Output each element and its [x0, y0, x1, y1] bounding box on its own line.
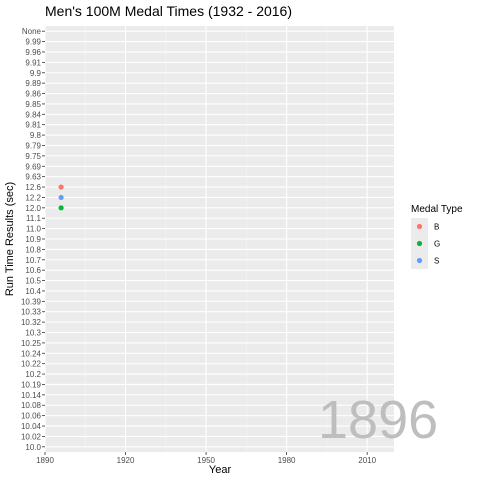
- y-tick-label: 9.69: [25, 162, 41, 171]
- y-tick-label: 9.9: [30, 69, 42, 78]
- y-tick-label: 10.4: [25, 287, 41, 296]
- legend-label: S: [434, 257, 439, 266]
- y-axis: 10.010.0210.0410.0610.0810.1410.1910.210…: [21, 27, 45, 452]
- y-tick-label: 10.7: [25, 256, 41, 265]
- x-tick-label: 1920: [117, 456, 135, 465]
- legend-title: Medal Type: [411, 204, 463, 215]
- y-tick-label: 10.06: [21, 412, 42, 421]
- data-point-g: [58, 205, 64, 211]
- y-tick-label: 9.91: [25, 58, 41, 67]
- legend: Medal Type BGS: [411, 204, 463, 269]
- y-tick-label: 9.8: [30, 131, 42, 140]
- y-tick-label: 10.19: [21, 380, 42, 389]
- x-axis-title: Year: [209, 464, 232, 476]
- y-tick-label: 10.2: [25, 370, 41, 379]
- y-tick-label: 11.0: [26, 225, 42, 234]
- y-tick-label: 10.32: [21, 318, 42, 327]
- chart-title: Men's 100M Medal Times (1932 - 2016): [45, 3, 292, 19]
- y-tick-label: 10.33: [21, 308, 42, 317]
- x-axis: 1890 1920 1950 1980 2010: [36, 452, 377, 465]
- frame-label-group: 1896: [318, 390, 438, 450]
- legend-label: B: [434, 223, 439, 232]
- legend-key-point: [416, 257, 423, 264]
- y-tick-label: 9.81: [25, 121, 41, 130]
- y-tick-label: 10.04: [21, 422, 42, 431]
- y-tick-label: 10.22: [21, 360, 42, 369]
- y-tick-label: 9.75: [25, 152, 41, 161]
- data-points: [58, 184, 64, 211]
- y-tick-label: 10.14: [21, 391, 42, 400]
- y-tick-label: 10.39: [21, 297, 42, 306]
- y-tick-label: 10.6: [25, 266, 41, 275]
- x-tick-label: 1890: [36, 456, 54, 465]
- y-tick-label: 10.0: [25, 443, 41, 452]
- legend-key-point: [416, 223, 423, 230]
- y-tick-label: 10.9: [25, 235, 41, 244]
- y-tick-label: None: [22, 27, 42, 36]
- y-tick-label: 10.25: [21, 339, 42, 348]
- y-tick-label: 10.02: [21, 432, 42, 441]
- y-tick-label: 9.86: [25, 90, 41, 99]
- data-point-b: [58, 184, 64, 190]
- y-tick-label: 9.96: [25, 48, 41, 57]
- y-tick-label: 12.6: [25, 183, 41, 192]
- y-tick-label: 9.85: [25, 100, 41, 109]
- data-point-s: [58, 194, 64, 201]
- x-tick-label: 2010: [358, 456, 376, 465]
- y-tick-label: 12.0: [25, 204, 41, 213]
- y-tick-label: 9.63: [25, 173, 41, 182]
- y-tick-label: 9.99: [25, 38, 41, 47]
- frame-year-label: 1896: [318, 390, 438, 450]
- x-tick-label: 1980: [278, 456, 296, 465]
- y-tick-label: 9.84: [25, 110, 41, 119]
- legend-label: G: [434, 240, 440, 249]
- y-tick-label: 12.2: [25, 193, 41, 202]
- y-tick-label: 10.5: [25, 277, 41, 286]
- y-tick-label: 9.89: [25, 79, 41, 88]
- y-tick-label: 10.3: [25, 329, 41, 338]
- y-axis-title: Run Time Results (sec): [4, 182, 16, 296]
- y-tick-label: 11.1: [26, 214, 42, 223]
- y-tick-label: 10.08: [21, 401, 42, 410]
- y-tick-label: 10.24: [21, 349, 42, 358]
- x-tick-label: 1950: [197, 456, 215, 465]
- grid-lines: [44, 26, 394, 452]
- legend-key-point: [416, 240, 423, 247]
- y-tick-label: 9.79: [25, 141, 41, 150]
- y-tick-label: 10.8: [25, 245, 41, 254]
